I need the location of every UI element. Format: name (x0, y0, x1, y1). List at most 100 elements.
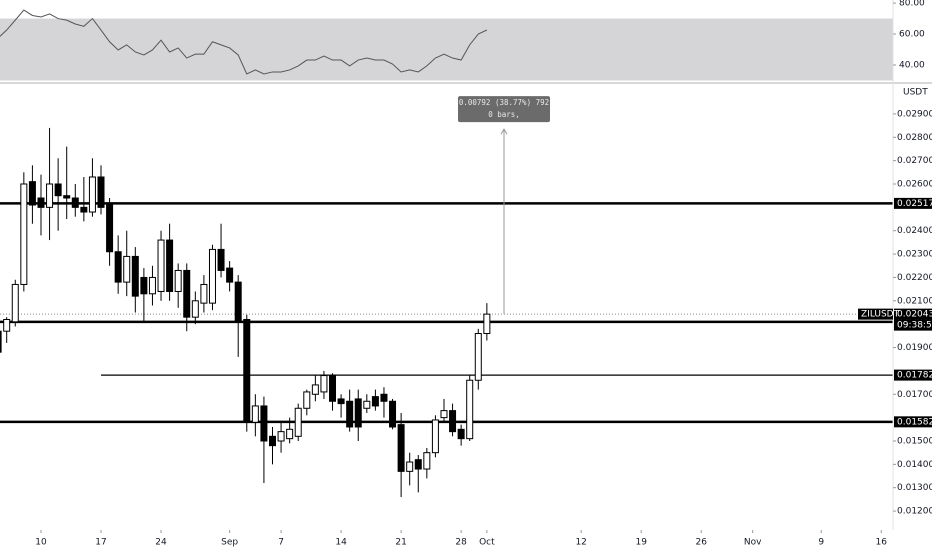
candle-body (303, 391, 311, 409)
candle-body (97, 176, 105, 208)
level-label-box (894, 369, 932, 381)
y-tick-label: 0.02100 (897, 296, 932, 306)
candle-body (166, 239, 174, 292)
level-label: 0.01582 (897, 417, 932, 427)
countdown-label-box (894, 319, 932, 331)
y-tick-label: 0.01200 (897, 507, 932, 517)
candle-body (380, 393, 388, 402)
x-tick-label: 7 (278, 538, 284, 548)
countdown-label: 09:38:53 (897, 321, 932, 331)
candle-body (354, 398, 362, 428)
candle-body (123, 255, 131, 283)
candle-body (440, 410, 448, 419)
candle-body (414, 459, 422, 470)
y-tick-label: 0.01700 (897, 390, 932, 400)
candle-body (311, 384, 319, 395)
y-tick-label: 0.02900 (897, 109, 932, 119)
candle-body (320, 375, 328, 393)
candle-body (37, 197, 45, 208)
candle-body (63, 195, 71, 199)
candle-body (363, 400, 371, 409)
candle-body (397, 424, 405, 472)
x-tick-label: 19 (635, 538, 647, 548)
candle-body (449, 410, 457, 433)
candle-body (174, 269, 182, 292)
x-tick-label: 26 (695, 538, 707, 548)
y-tick-label: 0.02800 (897, 133, 932, 143)
candle-body (346, 400, 354, 428)
level-label: 0.02517 (897, 199, 932, 209)
measure-bars: 0 bars, (488, 110, 520, 119)
y-tick-label: 0.01900 (897, 343, 932, 353)
y-tick-label: 0.02300 (897, 250, 932, 260)
rsi-tick-label: 80.00 (899, 0, 925, 9)
candle-body (183, 269, 191, 318)
x-tick-label: 28 (455, 538, 467, 548)
candle-body (131, 255, 139, 297)
y-tick-label: 0.01400 (897, 460, 932, 470)
x-tick-label: 12 (575, 538, 586, 548)
measure-text: 0.00792 (38.77%) 792 (459, 98, 549, 107)
y-tick-label: 0.01300 (897, 483, 932, 493)
candle-body (294, 407, 302, 437)
measure-arrowhead (500, 128, 508, 135)
candle-body (88, 176, 96, 213)
x-tick-label: 10 (35, 538, 47, 548)
candle-body (371, 396, 379, 407)
candle-body (337, 398, 345, 405)
candle-body (260, 405, 268, 442)
candle-body (200, 283, 208, 304)
candle-body (406, 461, 414, 472)
plot-area: 0.00792 (38.77%) 792 0 bars, (0, 9, 893, 498)
candle-body (54, 183, 62, 197)
y-tick-label: 0.02400 (897, 226, 932, 236)
candle-body (431, 419, 439, 454)
candle-body (234, 281, 242, 323)
candle-body (148, 276, 156, 295)
candle-body (423, 452, 431, 470)
candle-body (11, 283, 19, 323)
rsi-tick-label: 60.00 (899, 30, 925, 40)
rsi-band (0, 18, 893, 81)
y-tick-label: 0.02600 (897, 179, 932, 189)
x-tick-label: 16 (876, 538, 888, 548)
level-label: 0.01782 (897, 371, 932, 381)
candle-body (3, 318, 11, 332)
last-price-label-box (894, 308, 932, 320)
level-label-box (894, 197, 932, 209)
candle-body (466, 379, 474, 440)
x-tick-label: 9 (818, 538, 824, 548)
candle-body (226, 267, 234, 283)
x-tick-label: Sep (221, 538, 238, 548)
candle-body (140, 276, 148, 295)
candle-body (268, 435, 276, 447)
candle-body (28, 181, 36, 206)
candle-body (286, 428, 294, 440)
measure-box (458, 96, 551, 123)
candle-body (114, 251, 122, 283)
candle-body (277, 431, 285, 442)
candle-body (80, 206, 88, 213)
candle-body (251, 405, 259, 423)
candle-body (71, 197, 79, 208)
symbol-label-box (858, 308, 893, 320)
candle-body (243, 318, 251, 423)
rsi-line (0, 9, 488, 75)
candle-body (483, 313, 491, 335)
y-tick-label: 0.02700 (897, 156, 932, 166)
x-tick-label: Oct (479, 538, 495, 548)
candle-body (474, 333, 482, 381)
x-tick-label: 17 (95, 538, 106, 548)
candle-body (106, 204, 114, 253)
y-tick-label: 0.01500 (897, 436, 932, 446)
candle-body (46, 183, 54, 208)
x-tick-label: 14 (335, 538, 347, 548)
x-tick-label: Nov (744, 538, 762, 548)
x-tick-label: 21 (395, 538, 406, 548)
candle-body (20, 183, 28, 285)
candle-body (389, 400, 397, 428)
symbol-label: ZILUSDT (861, 310, 900, 320)
level-label-box (894, 416, 932, 428)
candle-body (191, 300, 199, 318)
